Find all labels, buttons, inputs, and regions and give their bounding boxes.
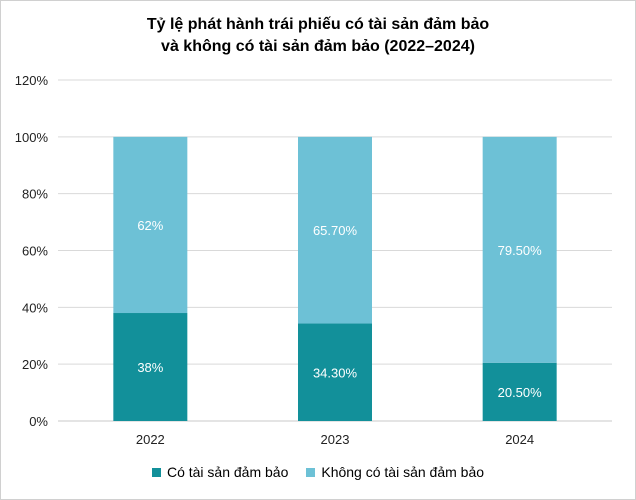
y-tick-label: 20% <box>22 357 48 372</box>
chart-title-line1: Tỷ lệ phát hành trái phiếu có tài sản đả… <box>146 16 490 33</box>
legend: Có tài sản đảm bảo Không có tài sản đảm … <box>0 464 636 480</box>
legend-label-unsecured: Không có tài sản đảm bảo <box>321 464 485 480</box>
x-tick-label: 2022 <box>136 432 165 447</box>
chart-title: Tỷ lệ phát hành trái phiếu có tài sản đả… <box>0 14 636 58</box>
bar-segment <box>113 313 188 421</box>
y-tick-label: 100% <box>15 130 49 145</box>
bar-segment <box>482 362 557 421</box>
data-label: 62% <box>137 218 163 233</box>
y-tick-label: 60% <box>22 244 48 259</box>
bar-segment <box>482 136 557 363</box>
legend-item-secured: Có tài sản đảm bảo <box>151 464 289 480</box>
x-tick-label: 2023 <box>321 432 350 447</box>
legend-label-secured: Có tài sản đảm bảo <box>166 464 289 480</box>
stacked-bar-chart: 0% 20% 40% 60% 80% 100% 120% 38% 62% 2022 34.30% 65… <box>15 73 612 447</box>
bar-segment <box>113 136 188 314</box>
data-label: 65.70% <box>313 223 358 238</box>
data-label: 79.50% <box>498 243 543 258</box>
x-tick-label: 2024 <box>505 432 534 447</box>
data-label: 34.30% <box>313 365 358 380</box>
bar-segment <box>298 136 372 324</box>
legend-swatch-unsecured <box>306 467 316 477</box>
legend-item-unsecured: Không có tài sản đảm bảo <box>306 464 484 480</box>
y-tick-label: 120% <box>15 73 49 88</box>
bar-segment <box>298 323 372 421</box>
data-label: 20.50% <box>498 385 543 400</box>
y-tick-label: 0% <box>29 414 48 429</box>
y-tick-label: 80% <box>22 187 48 202</box>
legend-swatch-secured <box>151 467 161 477</box>
y-tick-label: 40% <box>22 300 48 315</box>
data-label: 38% <box>137 360 163 375</box>
chart-title-line2: và không có tài sản đảm bảo (2022–2024) <box>161 38 475 55</box>
